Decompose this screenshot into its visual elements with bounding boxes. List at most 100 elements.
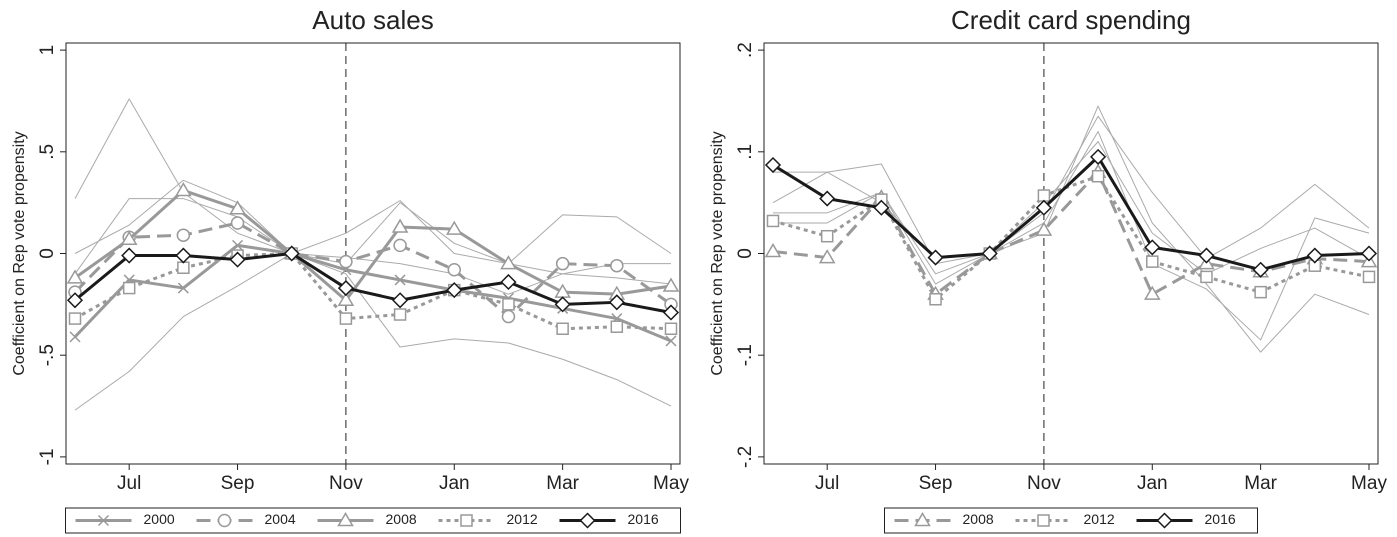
- marker: [122, 281, 136, 295]
- x-tick-label: Mar: [546, 473, 579, 494]
- line: [772, 174, 1370, 301]
- line: [773, 130, 1370, 341]
- line: [772, 170, 1370, 296]
- legend-label: 2008: [963, 511, 994, 527]
- marker: [217, 513, 232, 528]
- legend-label: 2012: [1084, 511, 1115, 527]
- marker: [339, 312, 353, 325]
- legend-item: 2012: [438, 511, 538, 527]
- line: [773, 115, 1370, 275]
- y-tick-label: 1: [37, 45, 58, 56]
- line: [73, 243, 672, 343]
- y-tick-label: -.1: [735, 344, 756, 366]
- marker: [1035, 221, 1053, 236]
- y-tick-label: 0: [37, 248, 58, 259]
- marker: [283, 245, 300, 262]
- marker: [610, 320, 624, 333]
- marker: [610, 258, 624, 273]
- marker: [393, 308, 407, 321]
- series: [772, 105, 1370, 353]
- legend-item: 2016: [559, 511, 659, 529]
- marker: [392, 292, 409, 309]
- series: [74, 98, 672, 285]
- marker: [501, 309, 516, 324]
- marker: [1035, 199, 1052, 216]
- marker: [1146, 255, 1159, 268]
- x-tick-label: Jul: [815, 473, 839, 494]
- marker: [820, 229, 834, 243]
- marker: [502, 298, 515, 311]
- marker: [394, 274, 406, 286]
- legend-label: 2004: [265, 511, 296, 527]
- x-tick-label: Jan: [1137, 473, 1168, 494]
- marker: [665, 335, 677, 347]
- marker: [662, 277, 680, 292]
- chart-title: Auto sales: [312, 5, 433, 35]
- series: [773, 141, 1370, 285]
- marker: [818, 249, 836, 264]
- series: [766, 169, 1376, 306]
- marker: [337, 280, 354, 297]
- marker: [120, 230, 138, 246]
- plot-frame: [763, 42, 1379, 465]
- marker: [1362, 270, 1376, 284]
- y-tick-label: .5: [37, 144, 58, 160]
- marker: [764, 156, 782, 174]
- marker: [500, 255, 517, 270]
- series: [764, 148, 1378, 278]
- marker: [1252, 261, 1269, 278]
- marker: [664, 322, 678, 336]
- legend-item: 2008: [317, 511, 417, 527]
- x-tick-label: Nov: [329, 473, 363, 494]
- marker: [69, 331, 81, 343]
- marker: [873, 199, 890, 216]
- marker: [446, 282, 463, 299]
- line: [74, 253, 672, 411]
- marker: [445, 220, 463, 235]
- marker: [393, 238, 407, 253]
- marker: [66, 269, 84, 284]
- marker: [1143, 285, 1161, 300]
- y-axis-label: Coefficient on Rep vote propensity: [11, 131, 28, 375]
- x-tick-label: Nov: [1027, 473, 1061, 494]
- marker: [229, 200, 246, 215]
- x-tick-label: Sep: [919, 473, 953, 494]
- marker: [177, 282, 189, 294]
- marker: [229, 251, 246, 268]
- x-tick-label: Jul: [117, 473, 141, 494]
- marker: [1200, 270, 1213, 284]
- legend-item: 2004: [196, 511, 296, 528]
- x-tick-label: Mar: [1244, 473, 1277, 494]
- marker: [460, 514, 473, 527]
- marker: [1091, 169, 1105, 183]
- marker: [766, 214, 780, 228]
- series: [773, 130, 1370, 341]
- marker: [1090, 148, 1107, 165]
- marker: [819, 190, 836, 207]
- legend-label: 2000: [144, 511, 175, 527]
- plot-frame: [65, 42, 681, 465]
- marker: [391, 218, 409, 233]
- line: [74, 252, 672, 314]
- series: [773, 115, 1370, 275]
- marker: [177, 261, 190, 274]
- marker: [1306, 247, 1323, 264]
- y-tick-label: .2: [735, 42, 756, 58]
- series: [68, 216, 678, 324]
- legend-item: 2008: [894, 511, 994, 527]
- marker: [232, 239, 244, 251]
- y-tick-label: -1: [37, 448, 58, 465]
- marker: [764, 242, 782, 258]
- marker: [176, 228, 191, 242]
- x-tick-label: Sep: [221, 473, 255, 494]
- marker: [175, 247, 192, 264]
- marker: [579, 512, 596, 529]
- marker: [121, 247, 138, 264]
- series: [66, 181, 680, 307]
- x-tick-label: May: [653, 473, 689, 494]
- legend-label: 2016: [1205, 511, 1236, 527]
- y-tick-label: .1: [735, 144, 756, 160]
- marker: [556, 322, 569, 336]
- marker: [555, 256, 570, 271]
- marker: [1198, 247, 1215, 264]
